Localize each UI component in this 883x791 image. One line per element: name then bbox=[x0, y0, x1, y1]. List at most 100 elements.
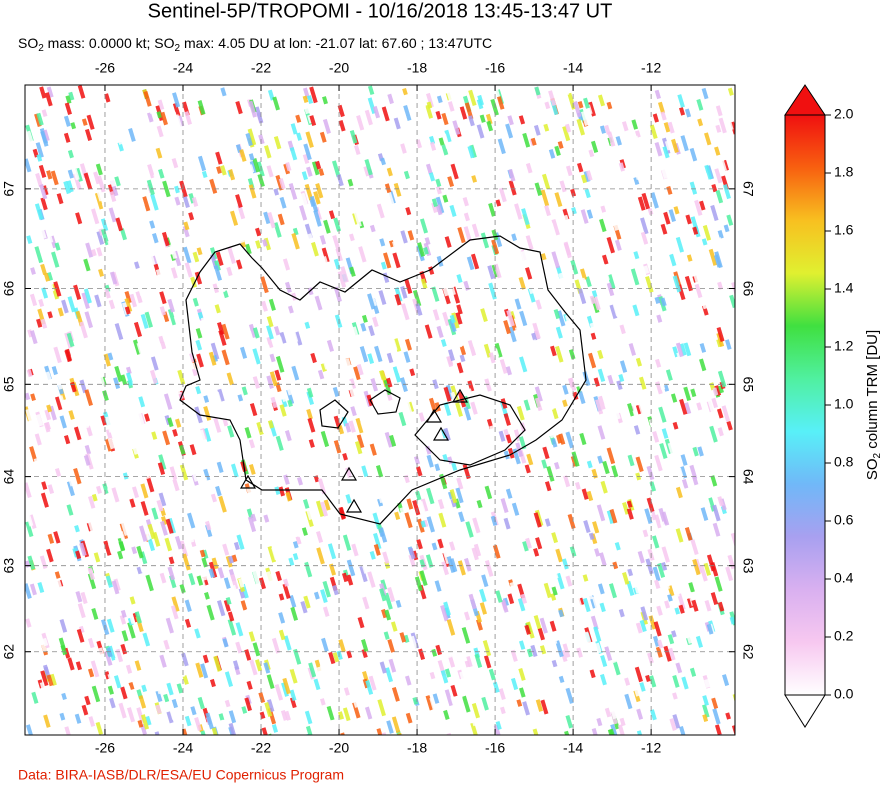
pixel-streak bbox=[183, 221, 190, 231]
pixel-streak bbox=[709, 425, 718, 443]
pixel-streak bbox=[681, 374, 688, 385]
pixel-streak bbox=[618, 373, 625, 383]
pixel-streak bbox=[440, 722, 447, 734]
pixel-streak bbox=[551, 251, 560, 269]
pixel-streak bbox=[649, 421, 657, 433]
pixel-streak bbox=[236, 259, 243, 270]
pixel-streak bbox=[664, 414, 671, 422]
pixel-streak bbox=[304, 561, 313, 578]
pixel-streak bbox=[592, 521, 600, 534]
pixel-streak bbox=[580, 209, 589, 224]
pixel-streak bbox=[384, 194, 394, 212]
pixel-streak bbox=[466, 545, 473, 557]
pixel-streak bbox=[333, 286, 342, 303]
pixel-streak bbox=[409, 106, 417, 120]
pixel-streak bbox=[438, 137, 445, 146]
pixel-streak bbox=[691, 599, 699, 612]
pixel-streak bbox=[86, 114, 95, 130]
y-tick-label: 63 bbox=[1, 558, 17, 574]
pixel-streak bbox=[299, 527, 307, 540]
pixel-streak bbox=[432, 379, 439, 390]
pixel-streak bbox=[659, 442, 668, 459]
pixel-streak bbox=[645, 275, 654, 293]
pixel-streak bbox=[699, 200, 706, 211]
pixel-streak bbox=[322, 606, 330, 617]
pixel-streak bbox=[84, 444, 92, 455]
pixel-streak bbox=[479, 602, 488, 615]
pixel-streak bbox=[429, 141, 437, 151]
colorbar-extend-max bbox=[784, 84, 826, 116]
pixel-streak bbox=[575, 596, 583, 610]
pixel-streak bbox=[525, 537, 532, 549]
pixel-streak bbox=[119, 151, 125, 159]
pixel-streak bbox=[498, 688, 506, 701]
pixel-streak bbox=[353, 210, 362, 227]
pixel-streak bbox=[449, 314, 456, 324]
subtitle-subscript: 2 bbox=[38, 43, 44, 54]
pixel-streak bbox=[100, 415, 108, 426]
pixel-streak bbox=[533, 124, 541, 136]
pixel-streak bbox=[356, 519, 364, 530]
pixel-streak bbox=[565, 165, 573, 177]
pixel-streak bbox=[646, 497, 655, 513]
pixel-streak bbox=[490, 515, 498, 527]
pixel-streak bbox=[680, 487, 687, 496]
pixel-streak bbox=[651, 535, 660, 549]
pixel-streak bbox=[197, 696, 205, 710]
pixel-streak bbox=[553, 308, 561, 320]
pixel-streak bbox=[409, 368, 416, 377]
pixel-streak bbox=[394, 511, 401, 520]
pixel-streak bbox=[77, 85, 86, 99]
pixel-streak bbox=[285, 161, 292, 172]
pixel-streak bbox=[296, 477, 304, 486]
pixel-streak bbox=[426, 348, 435, 364]
pixel-streak bbox=[162, 430, 171, 446]
pixel-streak bbox=[49, 235, 58, 249]
pixel-streak bbox=[418, 412, 425, 422]
pixel-streak bbox=[107, 645, 116, 661]
pixel-streak bbox=[485, 255, 492, 264]
pixel-streak bbox=[533, 548, 540, 557]
pixel-streak bbox=[269, 371, 278, 387]
pixel-streak bbox=[34, 113, 42, 128]
pixel-streak bbox=[264, 702, 273, 717]
pixel-streak bbox=[403, 105, 412, 121]
pixel-streak bbox=[129, 498, 136, 508]
pixel-streak bbox=[396, 661, 403, 670]
pixel-streak bbox=[111, 580, 120, 595]
pixel-streak bbox=[172, 478, 180, 492]
pixel-streak bbox=[91, 608, 99, 620]
pixel-streak bbox=[215, 151, 223, 165]
pixel-streak bbox=[313, 678, 321, 691]
pixel-streak bbox=[282, 230, 290, 241]
pixel-streak bbox=[599, 125, 606, 134]
pixel-streak bbox=[137, 719, 144, 728]
pixel-streak bbox=[382, 272, 390, 284]
pixel-streak bbox=[551, 178, 558, 189]
pixel-streak bbox=[220, 87, 227, 97]
pixel-streak bbox=[624, 677, 631, 686]
pixel-streak bbox=[673, 587, 680, 598]
pixel-streak bbox=[557, 310, 566, 327]
pixel-streak bbox=[423, 246, 429, 255]
pixel-streak bbox=[252, 158, 261, 173]
pixel-streak bbox=[367, 293, 376, 310]
pixel-streak bbox=[503, 450, 510, 460]
pixel-streak bbox=[275, 435, 284, 451]
pixel-streak bbox=[464, 660, 471, 668]
pixel-streak bbox=[717, 229, 724, 239]
pixel-streak bbox=[227, 618, 237, 636]
pixel-streak bbox=[219, 254, 227, 264]
pixel-streak bbox=[290, 123, 298, 135]
pixel-streak bbox=[252, 607, 260, 621]
pixel-streak bbox=[635, 357, 643, 367]
pixel-streak bbox=[329, 112, 336, 123]
pixel-streak bbox=[497, 517, 505, 528]
pixel-streak bbox=[275, 355, 285, 373]
pixel-streak bbox=[693, 273, 700, 284]
pixel-streak bbox=[606, 447, 616, 465]
pixel-streak bbox=[136, 545, 144, 559]
x-tick-label: -26 bbox=[95, 60, 115, 76]
pixel-streak bbox=[339, 133, 347, 145]
pixel-streak bbox=[321, 323, 328, 334]
